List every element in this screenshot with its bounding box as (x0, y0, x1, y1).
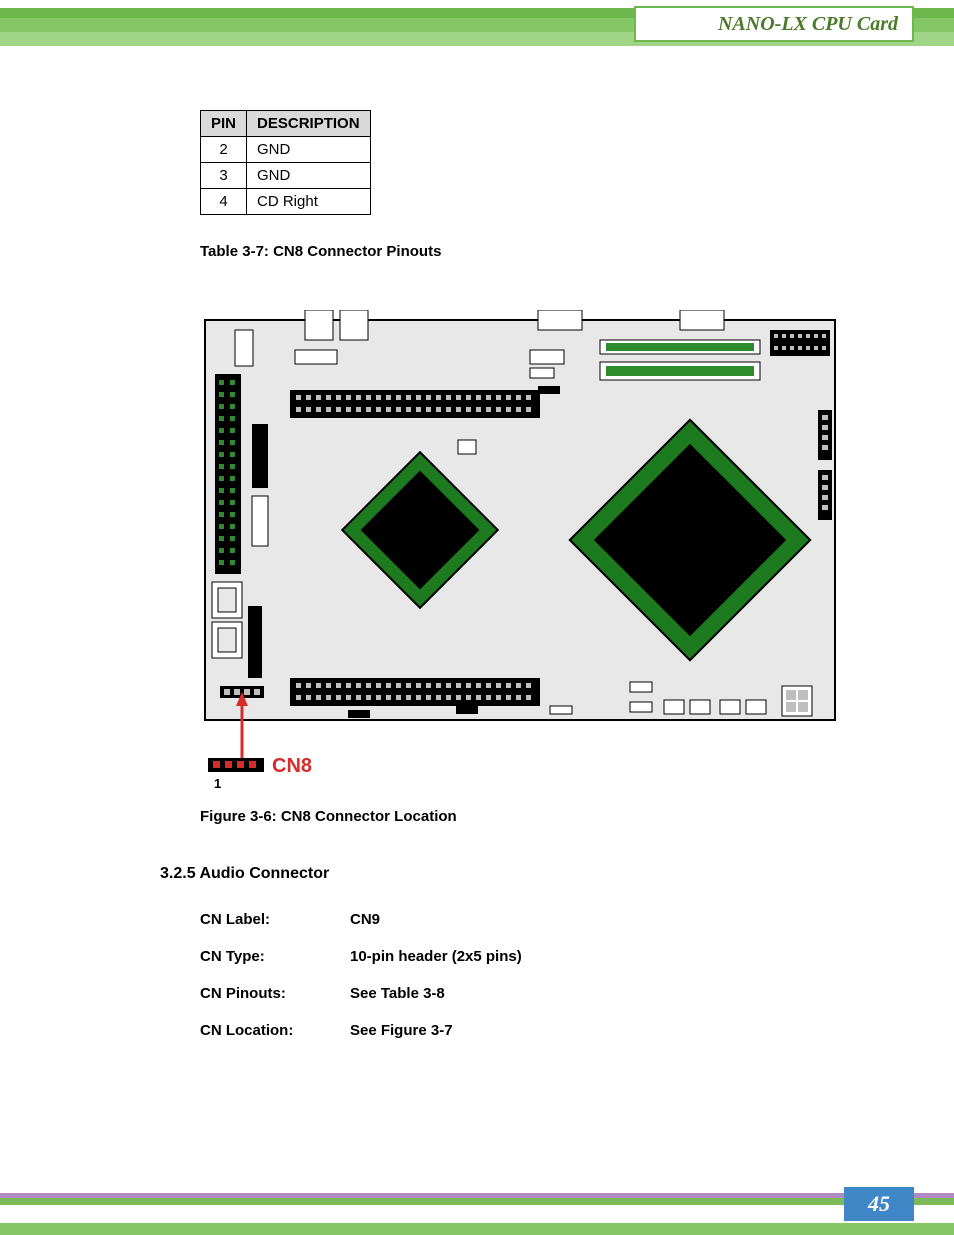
spec-row: CN Type: 10-pin header (2x5 pins) (200, 948, 854, 965)
cell-desc: CD Right (247, 189, 371, 215)
board-figure: CN8 1 Figure 3-6: CN8 Connector Location (200, 310, 854, 825)
footer-bottom (0, 1223, 954, 1235)
callout-pin1: 1 (214, 776, 221, 790)
table-header-row: PIN DESCRIPTION (201, 111, 371, 137)
spec-key: CN Pinouts: (200, 985, 350, 1002)
spec-value: See Figure 3-7 (350, 1022, 453, 1039)
footer-stripe (0, 1198, 954, 1205)
page-header: NANO-LX CPU Card (0, 0, 954, 50)
pcb-diagram: CN8 1 (200, 310, 840, 790)
spec-key: CN Type: (200, 948, 350, 965)
spec-row: CN Label: CN9 (200, 911, 854, 928)
page-content: PIN DESCRIPTION 2 GND 3 GND 4 CD Right T… (160, 100, 854, 1059)
spec-value: CN9 (350, 911, 380, 928)
page-footer-stripe (0, 1193, 954, 1205)
spec-row: CN Pinouts: See Table 3-8 (200, 985, 854, 1002)
spec-value: See Table 3-8 (350, 985, 445, 1002)
cell-desc: GND (247, 137, 371, 163)
pin-table: PIN DESCRIPTION 2 GND 3 GND 4 CD Right (200, 110, 371, 215)
document-title: NANO-LX CPU Card (634, 6, 914, 42)
cell-pin: 2 (201, 137, 247, 163)
page-number: 45 (844, 1187, 914, 1221)
connector-specs: CN Label: CN9 CN Type: 10-pin header (2x… (200, 911, 854, 1039)
cell-pin: 4 (201, 189, 247, 215)
table-caption: Table 3-7: CN8 Connector Pinouts (200, 243, 854, 260)
figure-caption: Figure 3-6: CN8 Connector Location (200, 808, 854, 825)
cell-pin: 3 (201, 163, 247, 189)
table-row: 4 CD Right (201, 189, 371, 215)
col-description: DESCRIPTION (247, 111, 371, 137)
spec-value: 10-pin header (2x5 pins) (350, 948, 522, 965)
spec-row: CN Location: See Figure 3-7 (200, 1022, 854, 1039)
callout-label: CN8 (272, 755, 312, 777)
cell-desc: GND (247, 163, 371, 189)
section-heading: 3.2.5 Audio Connector (160, 865, 854, 883)
table-row: 2 GND (201, 137, 371, 163)
table-row: 3 GND (201, 163, 371, 189)
spec-key: CN Location: (200, 1022, 350, 1039)
col-pin: PIN (201, 111, 247, 137)
spec-key: CN Label: (200, 911, 350, 928)
